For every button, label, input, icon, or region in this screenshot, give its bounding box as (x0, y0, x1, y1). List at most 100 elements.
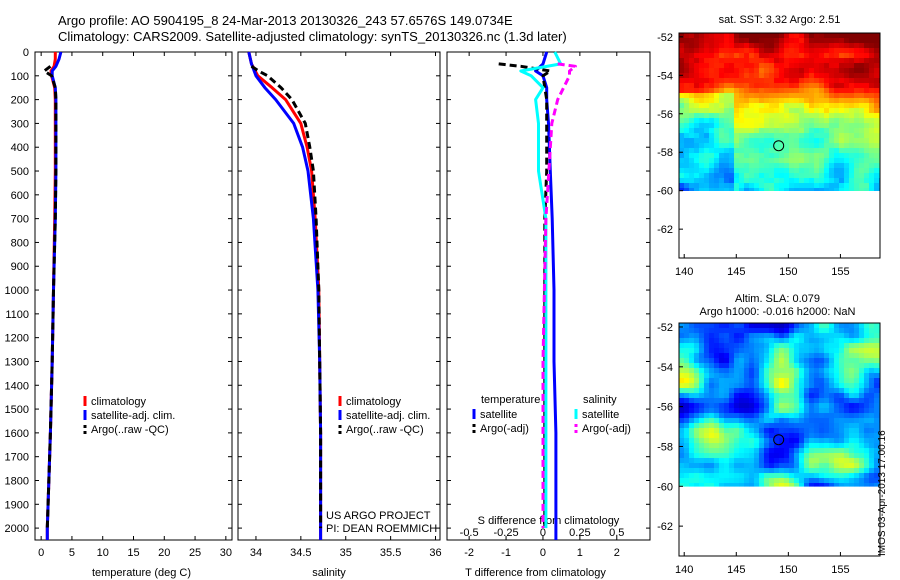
series-salinity-satellite (519, 51, 563, 529)
temperature-xtick-label: 5 (69, 547, 75, 559)
depth-tick-label: 2000 (5, 523, 29, 535)
sst_map-ytick-label: -58 (657, 147, 673, 159)
sst_map-xtick-label: 150 (779, 266, 797, 278)
sst_map-ytick-label: -52 (657, 32, 673, 44)
temperature-frame (34, 51, 233, 541)
sla_map-xtick-label: 155 (831, 564, 849, 576)
diff-legend-0-label: satellite (480, 409, 517, 421)
depth-tick-label: 1000 (5, 285, 29, 297)
temperature-xtick-label: 0 (38, 547, 44, 559)
depth-tick-label: 0 (23, 47, 29, 59)
header-line-2: Climatology: CARS2009. Satellite-adjuste… (58, 29, 567, 44)
salinity-xtick-label: 34 (250, 547, 262, 559)
sst_map-heatmap-cells (679, 33, 881, 191)
depth-tick-label: 100 (11, 71, 29, 83)
difference-xtick-label: 1 (577, 547, 583, 559)
diff-legend-temperature-heading: temperature (481, 394, 540, 406)
depth-tick-label: 1500 (5, 404, 29, 416)
temp-legend-2-label: Argo(..raw -QC) (91, 424, 169, 436)
sdiff-tick-label: -0.5 (460, 527, 479, 539)
sst_map-xtick-label: 155 (831, 266, 849, 278)
depth-tick-label: 1200 (5, 333, 29, 345)
difference-xtick-label: 2 (614, 547, 620, 559)
temp-legend-0-label: climatology (91, 396, 147, 408)
sdiff-tick-label: 0.5 (609, 527, 624, 539)
sla-map-subtitle: Argo h1000: -0.016 h2000: NaN (700, 306, 856, 318)
depth-tick-label: 1700 (5, 452, 29, 464)
depth-tick-label: 1800 (5, 475, 29, 487)
salinity-xtick-label: 35 (340, 547, 352, 559)
depth-tick-label: 500 (11, 166, 29, 178)
sdiff-tick-label: -0.25 (494, 527, 519, 539)
sla_map-xtick-label: 150 (779, 564, 797, 576)
sst_map-ytick-label: -62 (657, 224, 673, 236)
depth-tick-label: 700 (11, 214, 29, 226)
series-climatology (247, 51, 323, 540)
temperature-xtick-label: 20 (158, 547, 170, 559)
depth-tick-label: 400 (11, 142, 29, 154)
salinity-xlabel: salinity (312, 567, 346, 579)
sla_map-ytick-label: -60 (657, 481, 673, 493)
salinity-frame (237, 51, 441, 541)
temp-legend-1-label: satellite-adj. clim. (91, 410, 175, 422)
depth-tick-label: 600 (11, 190, 29, 202)
sal-legend-2-label: Argo(..raw -QC) (346, 424, 424, 436)
header-line-1: Argo profile: AO 5904195_8 24-Mar-2013 2… (58, 13, 513, 28)
difference-xtick-label: -2 (464, 547, 474, 559)
series-satellite-adj-clim- (247, 51, 323, 540)
sst_map-ytick-label: -54 (657, 70, 673, 82)
depth-tick-label: 900 (11, 261, 29, 273)
sla_map-ytick-label: -54 (657, 362, 673, 374)
difference-frame (446, 51, 651, 541)
sst_map-xtick-label: 140 (675, 266, 693, 278)
sla_map-ytick-label: -58 (657, 441, 673, 453)
series-temperature-argo-adj- (498, 62, 552, 529)
sst_map-frame (678, 32, 881, 259)
temperature-xtick-label: 15 (127, 547, 139, 559)
pi-annotation: PI: DEAN ROEMMICH (326, 523, 437, 535)
difference-xtick-label: 0 (540, 547, 546, 559)
depth-tick-label: 800 (11, 237, 29, 249)
sla_map-xtick-label: 140 (675, 564, 693, 576)
difference-xtick-label: -1 (501, 547, 511, 559)
sal-legend-1-label: satellite-adj. clim. (346, 410, 430, 422)
temperature-xtick-label: 10 (97, 547, 109, 559)
diff-legend-2-label: satellite (582, 409, 619, 421)
salinity-xtick-label: 35.5 (380, 547, 401, 559)
series-argo-raw-qc- (250, 65, 323, 529)
sdiff-axis-label: S difference from climatology (478, 515, 620, 527)
sla_map-ytick-label: -52 (657, 322, 673, 334)
depth-tick-label: 1100 (5, 309, 29, 321)
sla_map-ytick-label: -62 (657, 521, 673, 533)
sst_map-ytick-label: -56 (657, 109, 673, 121)
sla_map-xtick-label: 145 (727, 564, 745, 576)
depth-tick-label: 1300 (5, 356, 29, 368)
diff-legend-3-label: Argo(-adj) (582, 423, 631, 435)
temperature-xtick-label: 30 (220, 547, 232, 559)
depth-tick-label: 200 (11, 95, 29, 107)
diff-legend-salinity-heading: salinity (583, 394, 617, 406)
series-argo-raw-qc- (42, 65, 58, 529)
depth-tick-label: 1600 (5, 428, 29, 440)
diff-legend-1-label: Argo(-adj) (480, 423, 529, 435)
salinity-xtick-label: 34.5 (290, 547, 311, 559)
salinity-xtick-label: 36 (429, 547, 441, 559)
sla_map-argo-location-marker (773, 434, 785, 446)
series-satellite-adj-clim- (45, 51, 63, 540)
series-salinity-argo-adj- (541, 62, 577, 529)
temperature-xlabel: temperature (deg C) (92, 567, 191, 579)
sla-map-title: Altim. SLA: 0.079 (735, 293, 820, 305)
imos-timestamp-watermark: IMOS 03-Apr-2013 17:00:16 (877, 430, 888, 556)
sla_map-ytick-label: -56 (657, 402, 673, 414)
depth-tick-label: 1900 (5, 499, 29, 511)
sla_map-frame (678, 322, 881, 557)
depth-tick-label: 1400 (5, 380, 29, 392)
sst-map-title: sat. SST: 3.32 Argo: 2.51 (719, 14, 841, 26)
tdiff-xlabel: T difference from climatology (465, 567, 606, 579)
sdiff-tick-label: 0 (540, 527, 546, 539)
depth-tick-label: 300 (11, 118, 29, 130)
project-annotation: US ARGO PROJECT (326, 510, 431, 522)
sst_map-ytick-label: -60 (657, 186, 673, 198)
sdiff-tick-label: 0.25 (569, 527, 590, 539)
